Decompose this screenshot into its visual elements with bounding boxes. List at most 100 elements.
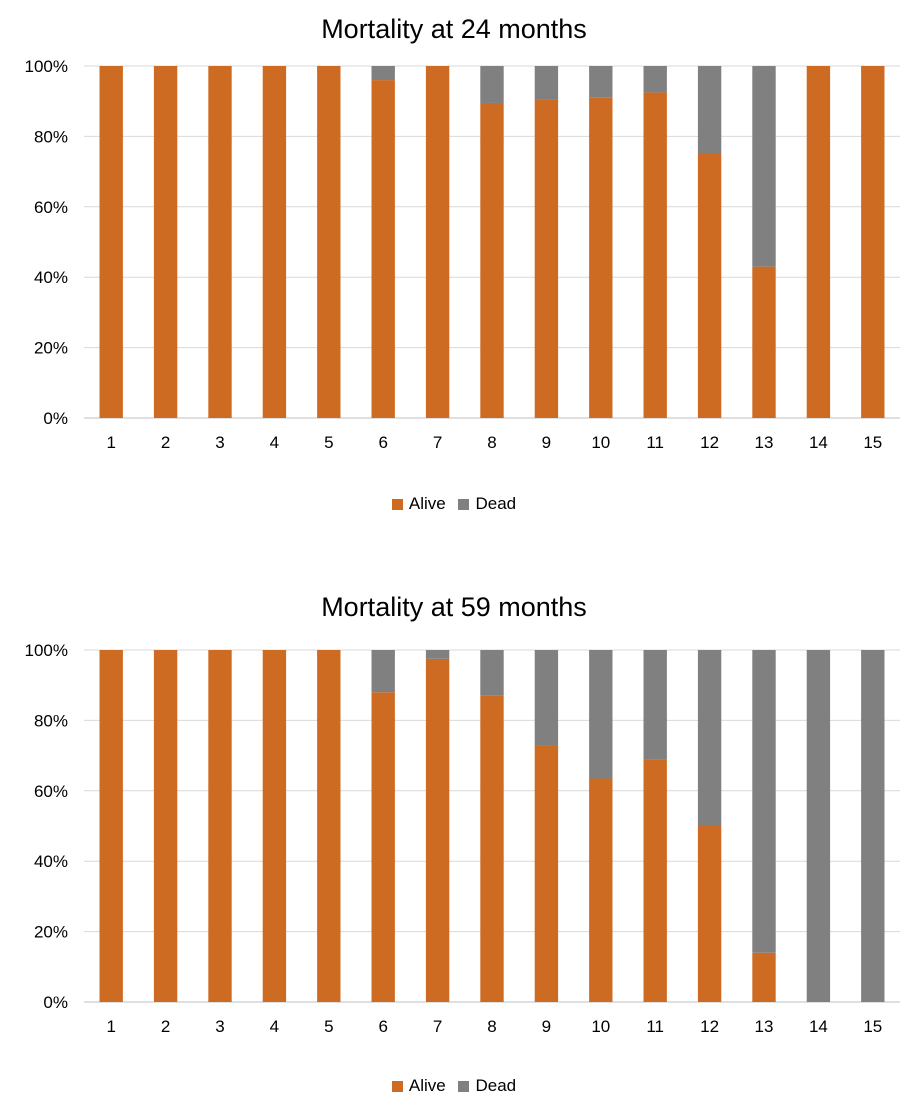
bar-dead-13: [752, 650, 776, 953]
bar-alive-6: [371, 80, 395, 418]
x-tick-label: 9: [542, 1017, 551, 1036]
chart-title: Mortality at 59 months: [321, 592, 587, 622]
bar-alive-11: [643, 92, 667, 419]
bar-alive-7: [425, 66, 450, 418]
x-tick-label: 7: [433, 433, 442, 452]
bar-alive-4: [262, 650, 287, 1002]
bar-dead-12: [697, 650, 722, 826]
x-tick-label: 8: [487, 1017, 496, 1036]
legend-label: Dead: [475, 1076, 517, 1095]
x-tick-label: 12: [700, 1017, 719, 1036]
y-tick-label: 80%: [34, 127, 68, 146]
bar-alive-1: [99, 66, 123, 418]
x-tick-label: 1: [106, 433, 115, 452]
legend-item-alive: Alive: [391, 494, 446, 514]
bar-alive-13: [752, 952, 776, 1002]
bar-alive-10: [589, 97, 613, 419]
bar-alive-3: [208, 650, 232, 1002]
x-tick-label: 10: [591, 1017, 610, 1036]
x-tick-label: 12: [700, 433, 719, 452]
x-tick-label: 11: [646, 433, 664, 452]
chart-legend: Alive Dead: [0, 1076, 908, 1097]
x-tick-label: 1: [106, 1017, 115, 1036]
bar-dead-10: [589, 66, 613, 98]
x-tick-label: 2: [161, 433, 170, 452]
bar-alive-12: [697, 826, 722, 1002]
bar-alive-9: [534, 99, 559, 418]
bar-alive-12: [697, 154, 722, 418]
chart-legend: Alive Dead: [0, 494, 908, 515]
x-tick-label: 13: [755, 1017, 774, 1036]
bar-dead-10: [589, 650, 613, 779]
y-tick-label: 0%: [43, 409, 68, 428]
bar-alive-6: [371, 692, 395, 1002]
bar-alive-2: [153, 650, 178, 1002]
bar-alive-8: [480, 695, 504, 1002]
x-tick-label: 6: [378, 433, 387, 452]
x-tick-label: 5: [324, 1017, 333, 1036]
stacked-bar-plot: 0%20%40%60%80%100%1 2 3 4 5 6 7 8 9 10 11 12 13 14 15: [25, 641, 900, 1036]
legend-item-dead: Dead: [458, 1076, 516, 1096]
bar-alive-10: [589, 778, 613, 1002]
chart-panel-59-months: Mortality at 59 months 0% 20% 40% 60% 80% 100…: [0, 578, 908, 1100]
bar-dead-15: [861, 650, 885, 1002]
bar-alive-1: [99, 650, 123, 1002]
bar-dead-8: [480, 650, 504, 696]
bar-alive-5: [317, 66, 341, 418]
x-tick-label: 2: [161, 1017, 170, 1036]
bar-alive-3: [208, 66, 232, 418]
legend-label: Alive: [408, 1076, 446, 1095]
y-tick-label: 100%: [25, 57, 68, 76]
bar-alive-4: [262, 66, 287, 418]
bar-alive-8: [480, 102, 504, 419]
legend-swatch-dead: [458, 498, 470, 510]
bar-dead-11: [643, 66, 667, 93]
x-tick-label: 7: [433, 1017, 442, 1036]
bar-alive-2: [153, 66, 178, 418]
x-tick-label: 13: [755, 433, 774, 452]
x-tick-label: 15: [863, 433, 882, 452]
x-tick-label: 6: [378, 1017, 387, 1036]
bar-alive-7: [425, 658, 450, 1002]
legend-swatch-alive: [391, 498, 403, 510]
x-tick-label: 8: [487, 433, 496, 452]
bar-dead-12: [697, 66, 722, 154]
chart-panel-24-months: Mortality at 24 months 0% 20% 40% 60% 80% 100…: [0, 0, 908, 540]
x-tick-label: 10: [591, 433, 610, 452]
x-tick-label: 5: [324, 433, 333, 452]
bar-dead-9: [534, 66, 559, 100]
legend-item-alive: Alive: [391, 1076, 446, 1096]
y-tick-label: 20%: [34, 339, 68, 358]
legend-swatch-alive: [391, 1080, 403, 1092]
legend-swatch-dead: [458, 1080, 470, 1092]
x-tick-label: 14: [809, 1017, 828, 1036]
bar-dead-14: [806, 650, 831, 1002]
chart-title: Mortality at 24 months: [321, 14, 587, 44]
bar-dead-7: [425, 650, 450, 659]
bar-alive-9: [534, 745, 559, 1002]
x-tick-label: 4: [270, 433, 279, 452]
legend-item-dead: Dead: [458, 494, 516, 514]
bar-dead-9: [534, 650, 559, 746]
y-tick-label: 60%: [34, 782, 68, 801]
legend-label: Dead: [475, 494, 517, 513]
y-tick-label: 40%: [34, 852, 68, 871]
bar-dead-6: [371, 650, 395, 693]
bar-dead-6: [371, 66, 395, 81]
x-tick-label: 4: [270, 1017, 279, 1036]
y-tick-label: 80%: [34, 711, 68, 730]
x-tick-label: 14: [809, 433, 828, 452]
x-tick-label: 11: [646, 1017, 664, 1036]
bar-alive-15: [861, 66, 885, 418]
y-tick-label: 40%: [34, 268, 68, 287]
y-tick-label: 0%: [43, 993, 68, 1012]
x-tick-label: 15: [863, 1017, 882, 1036]
bar-dead-11: [643, 650, 667, 760]
x-tick-label: 3: [215, 1017, 224, 1036]
y-tick-label: 100%: [25, 641, 68, 660]
x-tick-label: 9: [542, 433, 551, 452]
bar-alive-11: [643, 759, 667, 1002]
bar-alive-14: [806, 66, 831, 418]
bar-alive-13: [752, 266, 776, 418]
y-tick-label: 20%: [34, 923, 68, 942]
